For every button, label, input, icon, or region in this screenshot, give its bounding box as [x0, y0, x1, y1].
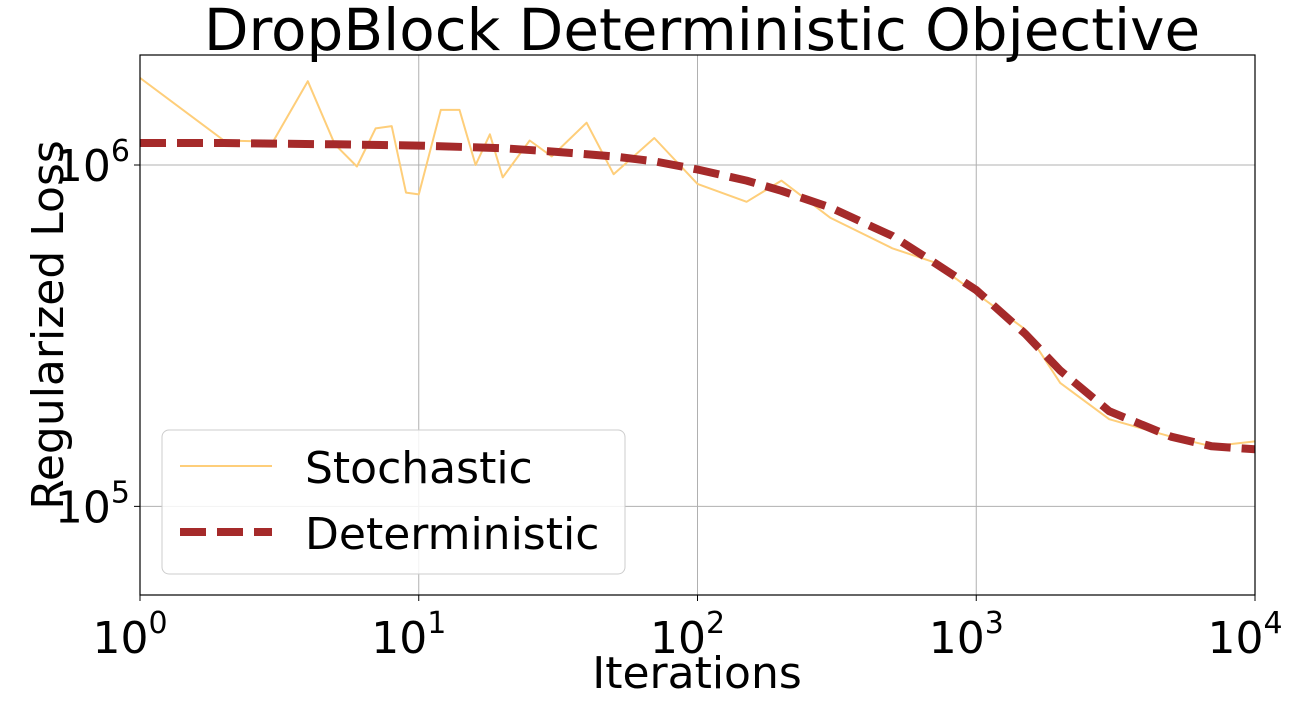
y-tick-label: 106 — [55, 134, 130, 192]
chart-title: DropBlock Deterministic Objective — [204, 0, 1200, 64]
x-tick-label: 103 — [929, 606, 1004, 664]
x-tick-label: 102 — [650, 606, 725, 664]
legend-box — [161, 429, 626, 575]
x-tick-label: 100 — [92, 606, 167, 664]
x-tick-label: 101 — [371, 606, 446, 664]
y-axis-label: Regularized Loss — [23, 140, 74, 510]
legend-label-deterministic: Deterministic — [305, 509, 599, 560]
x-tick-label: 104 — [1207, 606, 1282, 664]
y-tick-label: 105 — [55, 475, 130, 533]
legend: Stochastic Deterministic — [161, 429, 626, 575]
x-tick-labels: 100 101 102 103 104 — [92, 595, 1283, 664]
legend-label-stochastic: Stochastic — [305, 443, 533, 494]
y-tick-labels: 105 106 — [55, 134, 140, 533]
plot-series — [140, 77, 1255, 454]
x-axis-label: Iterations — [592, 648, 802, 699]
series-line-deterministic — [140, 139, 1255, 454]
